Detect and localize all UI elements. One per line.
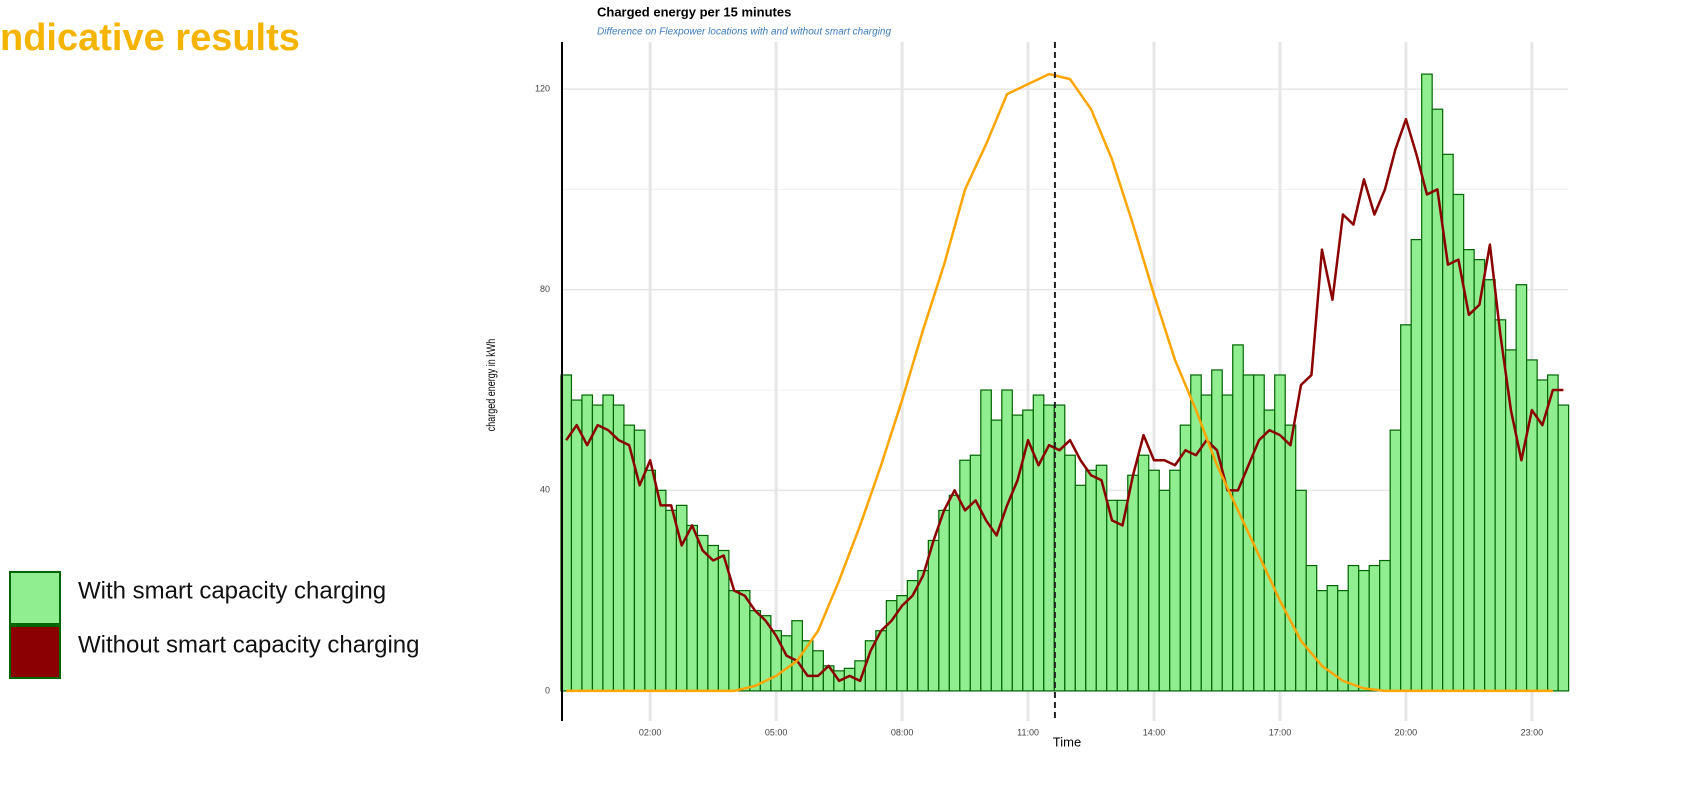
line xyxy=(566,72,1553,693)
x-axis-label: Time xyxy=(1053,734,1081,749)
legend-swatch xyxy=(9,625,61,679)
x-tick-label: 20:00 xyxy=(1395,727,1418,737)
bar xyxy=(738,590,751,692)
bar xyxy=(1557,404,1570,692)
bar xyxy=(1347,564,1360,692)
bar xyxy=(980,389,992,692)
bar xyxy=(1305,564,1318,692)
bar xyxy=(1421,73,1433,692)
y-tick-label: 40 xyxy=(540,485,550,495)
bar xyxy=(1316,590,1328,692)
bar xyxy=(1032,394,1045,692)
bar xyxy=(1001,389,1013,692)
y-tick-label: 80 xyxy=(540,284,550,294)
bar xyxy=(591,404,604,692)
bar xyxy=(1452,193,1465,692)
bar xyxy=(1116,499,1129,692)
bar xyxy=(696,534,709,692)
bar xyxy=(1295,489,1307,692)
bar xyxy=(623,424,636,692)
bar xyxy=(665,509,678,692)
y-tick-label: 0 xyxy=(545,685,550,695)
bar xyxy=(1337,590,1349,692)
bar xyxy=(948,494,961,692)
x-tick-label: 14:00 xyxy=(1143,727,1166,737)
bar xyxy=(1379,559,1391,692)
bar xyxy=(1064,454,1076,692)
bar xyxy=(927,539,940,692)
bar xyxy=(1169,469,1181,692)
bar xyxy=(770,630,782,692)
x-tick-label: 23:00 xyxy=(1521,727,1544,737)
bar xyxy=(959,459,971,692)
bar xyxy=(644,469,657,692)
y-axis-label: charged energy in kWh xyxy=(485,339,499,432)
bar xyxy=(1263,409,1276,692)
bar xyxy=(570,399,583,692)
bar xyxy=(1211,369,1223,692)
bar xyxy=(969,454,982,692)
bar xyxy=(843,667,856,692)
bar xyxy=(1148,469,1160,692)
legend-label: With smart capacity charging xyxy=(78,577,386,604)
x-tick-label: 05:00 xyxy=(765,727,788,737)
bar xyxy=(1358,569,1370,692)
bar xyxy=(1274,374,1286,692)
bar xyxy=(1389,429,1402,692)
bar xyxy=(1179,424,1192,692)
bar xyxy=(1284,424,1297,692)
bar xyxy=(854,660,866,692)
bar xyxy=(1011,414,1024,692)
bar xyxy=(1253,374,1265,692)
chart-subtitle: Difference on Flexpower locations with a… xyxy=(597,27,891,38)
y-tick-label: 120 xyxy=(535,84,550,94)
legend: With smart capacity charging Without smar… xyxy=(9,571,419,679)
chart-title: Charged energy per 15 minutes xyxy=(597,4,791,19)
slide-heading: ndicative results xyxy=(0,17,300,59)
bar xyxy=(917,569,929,692)
bar xyxy=(801,640,814,692)
bar xyxy=(654,489,667,692)
bar xyxy=(749,610,761,692)
x-tick-label: 02:00 xyxy=(639,727,662,737)
bar xyxy=(990,419,1003,692)
bar xyxy=(1127,474,1139,692)
bar xyxy=(1484,279,1496,692)
bar xyxy=(1494,319,1507,692)
bar xyxy=(1547,374,1559,692)
bar xyxy=(1400,324,1412,692)
bar xyxy=(1368,564,1381,692)
bar xyxy=(1536,379,1549,692)
bar xyxy=(1410,238,1423,692)
bar xyxy=(1085,469,1097,692)
bar xyxy=(1137,454,1150,692)
x-tick-label: 11:00 xyxy=(1017,727,1039,737)
bar xyxy=(1074,484,1087,692)
bar xyxy=(602,394,615,692)
x-tick-label: 17:00 xyxy=(1269,727,1292,737)
bar xyxy=(1221,394,1234,692)
bar xyxy=(686,524,699,692)
bar xyxy=(1106,499,1118,692)
x-tick-label: 08:00 xyxy=(891,727,914,737)
bar xyxy=(707,544,720,692)
legend-label: Without smart capacity charging xyxy=(78,631,419,658)
bar xyxy=(1515,284,1528,692)
bar xyxy=(1158,489,1171,692)
bar xyxy=(938,509,950,692)
bar xyxy=(780,635,793,692)
bar xyxy=(612,404,625,692)
line xyxy=(565,117,1564,683)
bar xyxy=(1473,259,1486,692)
legend-swatch xyxy=(9,571,61,625)
bar xyxy=(728,590,740,692)
